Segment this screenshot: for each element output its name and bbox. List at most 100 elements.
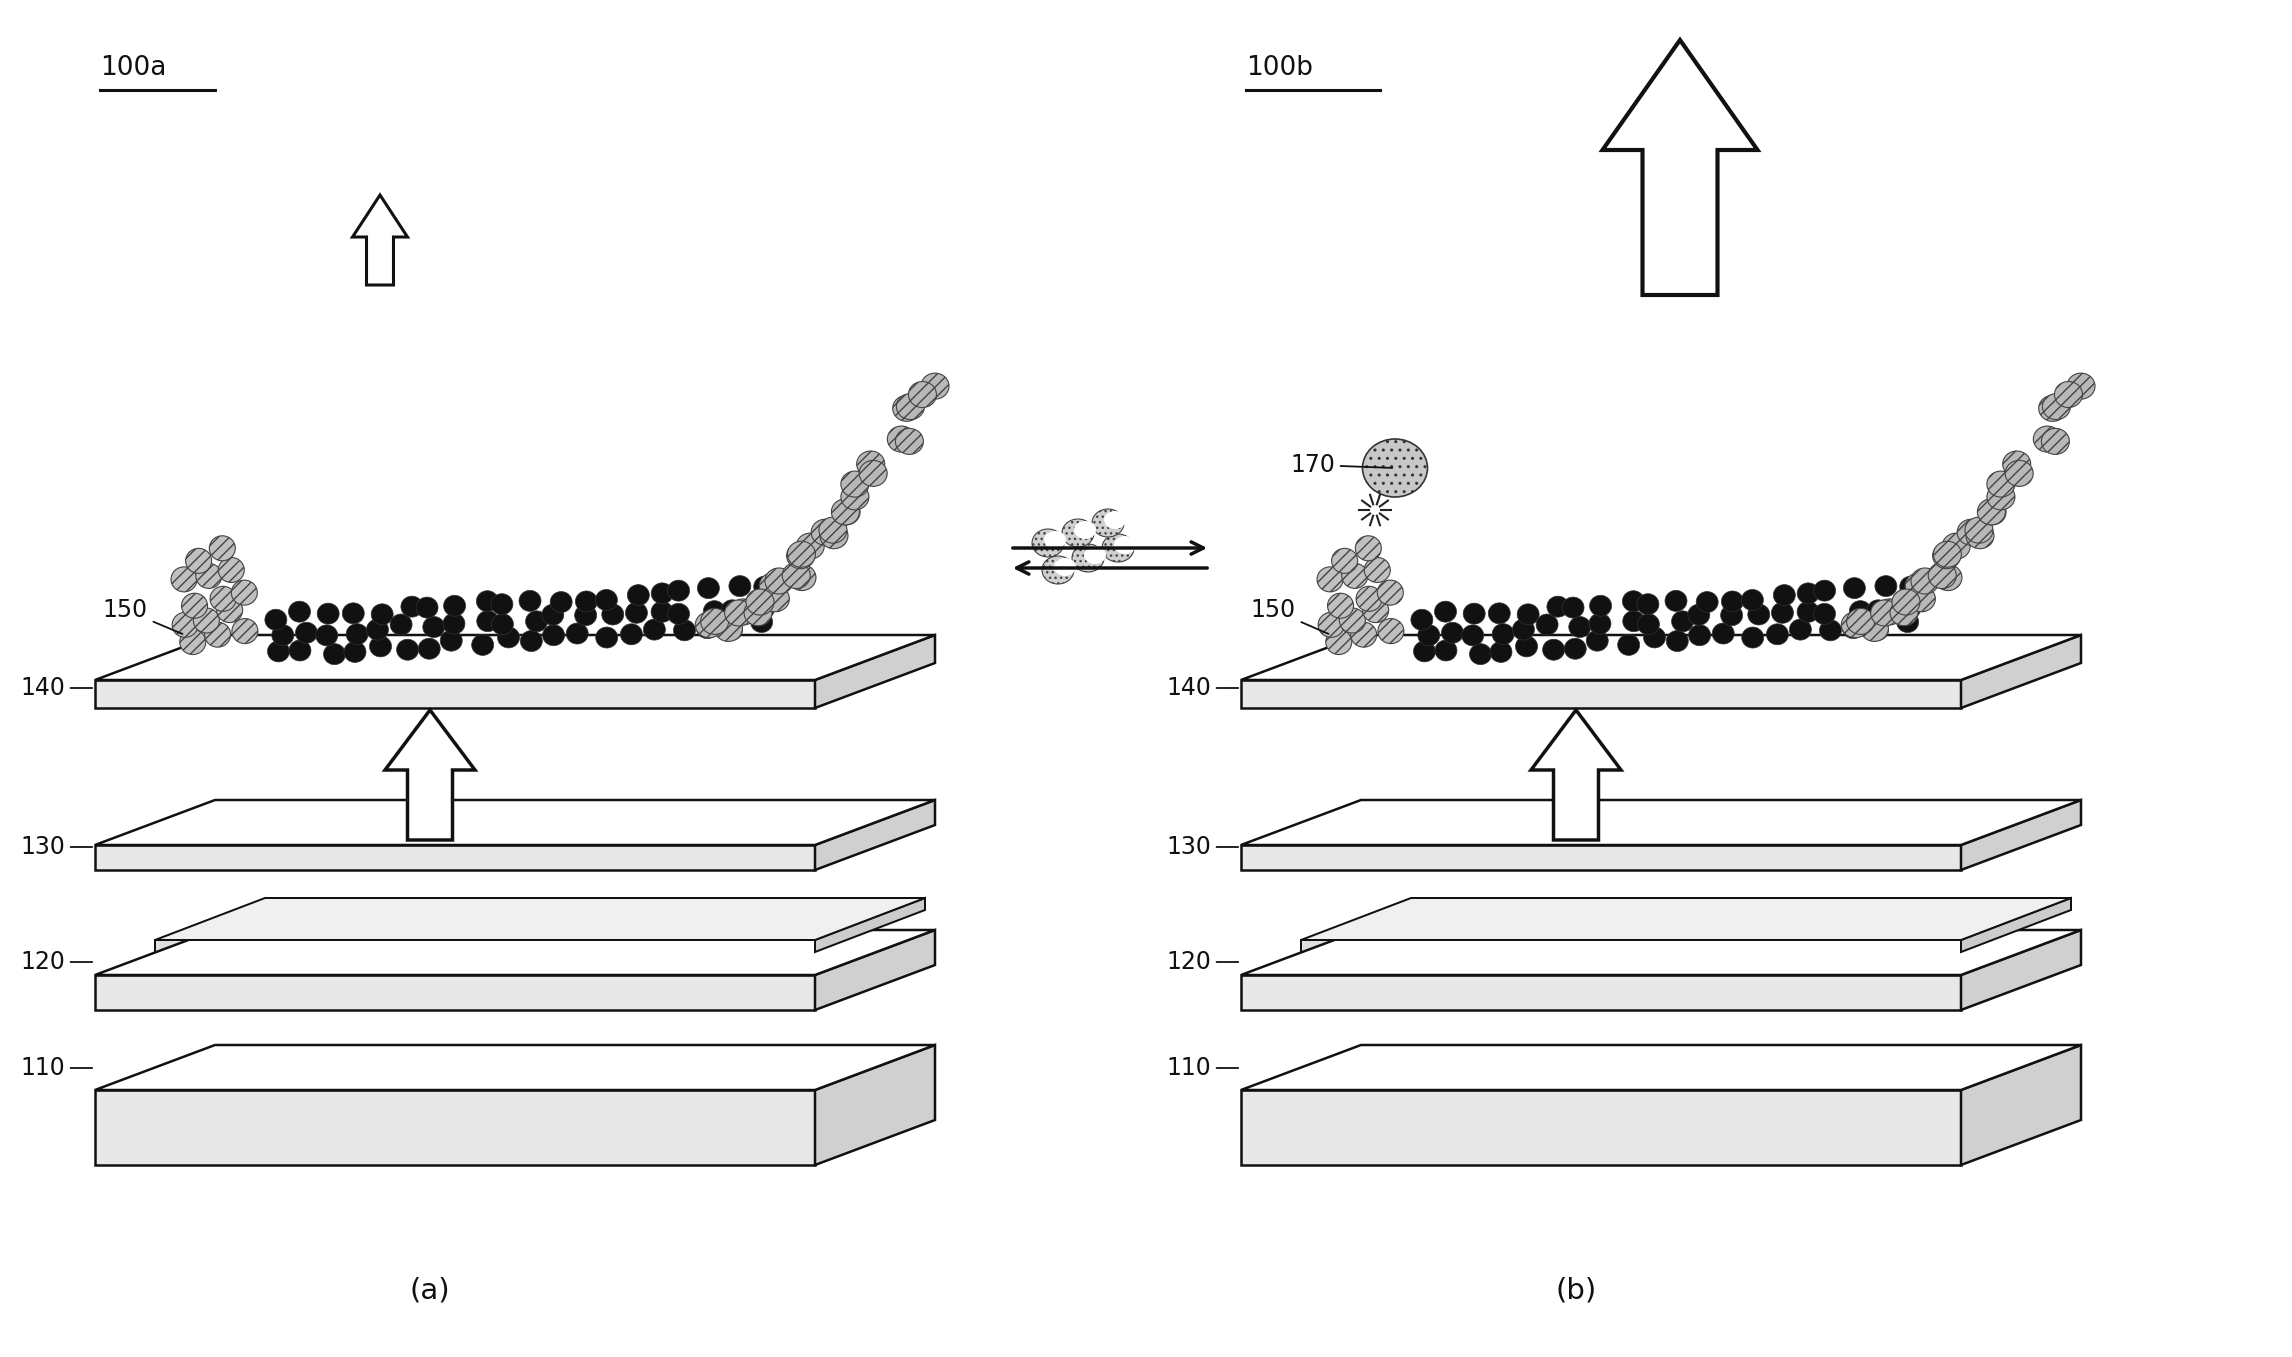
Ellipse shape	[1934, 541, 1962, 567]
Ellipse shape	[172, 567, 197, 592]
Ellipse shape	[2042, 394, 2070, 419]
Ellipse shape	[1355, 536, 1382, 560]
Ellipse shape	[832, 499, 860, 525]
Ellipse shape	[1623, 611, 1646, 631]
Polygon shape	[1302, 898, 2072, 940]
Ellipse shape	[172, 612, 197, 638]
Polygon shape	[1240, 1045, 2081, 1090]
Ellipse shape	[1586, 630, 1609, 651]
Text: 110: 110	[21, 1056, 92, 1080]
Ellipse shape	[1891, 589, 1921, 615]
Polygon shape	[94, 635, 935, 680]
Ellipse shape	[2003, 451, 2031, 478]
Polygon shape	[94, 1045, 935, 1090]
Ellipse shape	[1712, 623, 1735, 645]
Ellipse shape	[1563, 638, 1586, 660]
Ellipse shape	[1462, 603, 1485, 624]
Ellipse shape	[1875, 598, 1902, 626]
Ellipse shape	[1490, 642, 1513, 662]
Ellipse shape	[1891, 600, 1918, 626]
Ellipse shape	[1772, 603, 1792, 623]
Ellipse shape	[729, 598, 756, 626]
Ellipse shape	[566, 623, 589, 645]
Ellipse shape	[1932, 543, 1960, 569]
Ellipse shape	[186, 548, 211, 574]
Ellipse shape	[520, 631, 543, 651]
Ellipse shape	[1462, 624, 1483, 646]
Ellipse shape	[1721, 590, 1744, 612]
Ellipse shape	[752, 598, 775, 619]
Ellipse shape	[2006, 460, 2033, 486]
Ellipse shape	[745, 600, 772, 626]
Ellipse shape	[1850, 601, 1870, 622]
Ellipse shape	[1061, 518, 1093, 547]
Ellipse shape	[543, 624, 564, 646]
Ellipse shape	[1934, 565, 1962, 590]
Ellipse shape	[550, 592, 573, 612]
Polygon shape	[1240, 1090, 1962, 1166]
Ellipse shape	[729, 575, 752, 597]
Ellipse shape	[795, 533, 825, 559]
Ellipse shape	[1332, 548, 1357, 574]
Polygon shape	[1240, 635, 2081, 680]
Ellipse shape	[342, 603, 364, 624]
Ellipse shape	[518, 590, 541, 612]
Ellipse shape	[1941, 533, 1971, 559]
Polygon shape	[94, 845, 816, 870]
Ellipse shape	[1895, 612, 1918, 632]
Ellipse shape	[1866, 619, 1889, 641]
Ellipse shape	[896, 429, 924, 455]
Ellipse shape	[477, 590, 497, 612]
Text: 150: 150	[1251, 598, 1329, 634]
Ellipse shape	[754, 577, 775, 597]
Ellipse shape	[1091, 509, 1123, 537]
Ellipse shape	[1102, 535, 1135, 562]
Ellipse shape	[1488, 603, 1510, 624]
Ellipse shape	[179, 630, 206, 654]
Ellipse shape	[445, 596, 465, 616]
Ellipse shape	[1377, 619, 1405, 643]
Ellipse shape	[1114, 536, 1137, 554]
Ellipse shape	[422, 616, 445, 638]
Ellipse shape	[1797, 601, 1820, 623]
Ellipse shape	[749, 612, 772, 632]
Ellipse shape	[1774, 585, 1795, 605]
Ellipse shape	[1870, 600, 1898, 626]
Ellipse shape	[1350, 622, 1377, 647]
Ellipse shape	[397, 639, 419, 661]
Ellipse shape	[1861, 616, 1889, 642]
Ellipse shape	[921, 373, 949, 399]
Ellipse shape	[786, 543, 814, 569]
Text: 130: 130	[21, 835, 92, 859]
Ellipse shape	[1414, 641, 1435, 662]
Ellipse shape	[1664, 590, 1687, 612]
Ellipse shape	[1318, 612, 1343, 638]
Ellipse shape	[715, 616, 743, 642]
Ellipse shape	[1419, 624, 1439, 646]
Text: (b): (b)	[1556, 1276, 1598, 1304]
Ellipse shape	[477, 611, 500, 631]
Ellipse shape	[490, 593, 513, 615]
Ellipse shape	[296, 623, 319, 643]
Ellipse shape	[1318, 567, 1343, 592]
Text: 120: 120	[1167, 950, 1238, 974]
Ellipse shape	[1742, 589, 1763, 611]
Ellipse shape	[369, 636, 392, 657]
Ellipse shape	[697, 578, 720, 598]
Ellipse shape	[841, 484, 869, 510]
Ellipse shape	[575, 605, 596, 626]
Ellipse shape	[697, 617, 717, 639]
Ellipse shape	[1513, 619, 1533, 641]
Ellipse shape	[811, 520, 839, 546]
Ellipse shape	[724, 600, 752, 626]
Ellipse shape	[497, 627, 520, 647]
Ellipse shape	[346, 624, 369, 645]
Polygon shape	[385, 710, 474, 840]
Polygon shape	[1240, 974, 1962, 1010]
Polygon shape	[1302, 940, 1962, 953]
Ellipse shape	[621, 624, 642, 645]
Ellipse shape	[367, 619, 387, 641]
Ellipse shape	[1964, 517, 1994, 543]
Ellipse shape	[667, 581, 690, 601]
Ellipse shape	[1987, 471, 2015, 497]
